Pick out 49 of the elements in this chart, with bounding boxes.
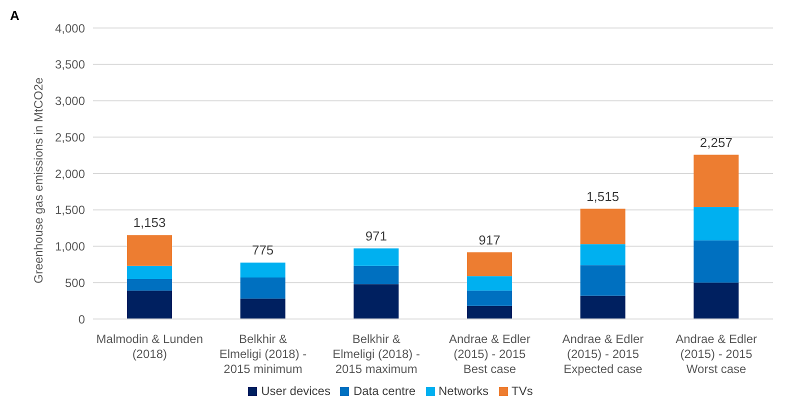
- total-label: 971: [365, 228, 388, 244]
- y-tick-label: 1,500: [54, 203, 86, 218]
- legend-label: Networks: [438, 384, 489, 398]
- x-tick-label: Andrae & Edler (2015) - 2015 Best case: [448, 332, 530, 376]
- legend-label: User devices: [261, 384, 330, 398]
- x-tick-label: Andrae & Edler (2015) - 2015 Expected case: [562, 332, 644, 376]
- legend-label: Data centre: [353, 384, 416, 398]
- y-tick-label: 2,500: [54, 130, 86, 144]
- bar: [127, 278, 172, 291]
- legend-label: TVs: [512, 384, 533, 398]
- bar: [694, 282, 739, 319]
- bar: [354, 266, 399, 284]
- bar: [467, 290, 512, 306]
- bar: [127, 235, 172, 266]
- y-tick-label: 2,000: [54, 166, 86, 181]
- bar: [127, 290, 172, 319]
- total-label: 917: [478, 232, 500, 248]
- total-label: 2,257: [700, 134, 732, 150]
- bar: [694, 206, 739, 240]
- bar: [580, 296, 626, 319]
- y-tick-label: 0: [78, 312, 86, 326]
- bar: [240, 278, 286, 299]
- bar: [240, 298, 286, 319]
- total-label: 775: [252, 242, 274, 258]
- bar: [694, 240, 739, 283]
- chart-title: A: [10, 8, 20, 23]
- y-tick-label: 500: [64, 276, 86, 290]
- bar: [467, 252, 512, 276]
- x-tick-label: Belkhir & Elmeligi (2018) - 2015 maximum: [332, 332, 420, 376]
- y-tick-label: 1,000: [54, 240, 86, 254]
- total-label: 1,515: [586, 188, 620, 204]
- bar: [354, 284, 399, 319]
- bar: [127, 266, 172, 279]
- bar: [580, 208, 626, 244]
- y-axis-title: Greenhouse gas emissions in MtCO2e: [31, 77, 46, 284]
- bar: [467, 276, 512, 291]
- bar: [354, 248, 399, 266]
- bar: [240, 262, 286, 278]
- bar: [580, 244, 626, 266]
- x-tick-label: Andrae & Edler (2015) - 2015 Worst case: [676, 332, 758, 376]
- y-tick-label: 3,000: [54, 94, 86, 108]
- x-tick-label: Malmodin & Lunden (2018): [96, 332, 204, 361]
- bar: [467, 306, 512, 319]
- bar: [694, 154, 739, 207]
- total-label: 1,153: [133, 215, 166, 230]
- bar: [580, 265, 626, 296]
- y-tick-label: 4,000: [54, 21, 86, 36]
- y-tick-label: 3,500: [54, 58, 86, 72]
- x-tick-label: Belkhir & Elmeligi (2018) - 2015 minimum: [219, 332, 307, 376]
